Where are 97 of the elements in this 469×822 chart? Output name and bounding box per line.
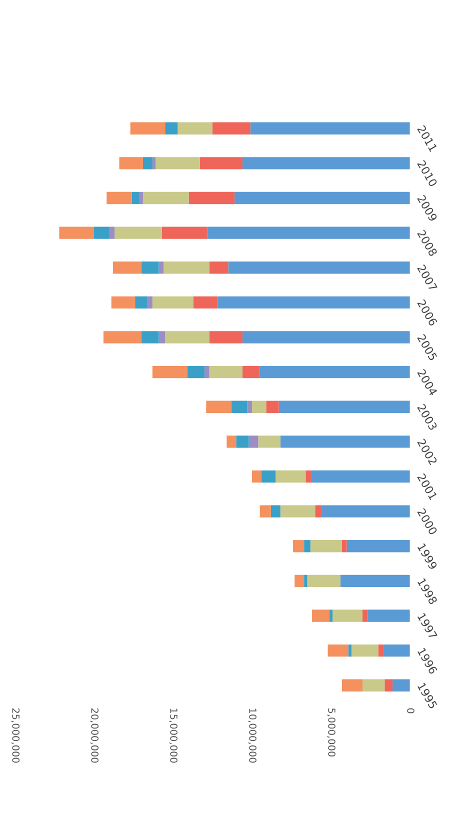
bar xyxy=(142,157,152,170)
bar xyxy=(351,644,378,657)
bar xyxy=(294,574,304,588)
bar xyxy=(132,192,140,204)
bar xyxy=(110,226,115,239)
bar xyxy=(209,262,228,274)
bar xyxy=(59,226,94,239)
bar xyxy=(163,262,210,274)
bar xyxy=(165,331,210,344)
bar xyxy=(152,366,188,378)
bar xyxy=(231,400,248,413)
bar xyxy=(280,505,316,518)
bar xyxy=(258,436,280,448)
bar xyxy=(194,296,218,309)
bar xyxy=(152,296,194,309)
bar xyxy=(342,540,347,552)
bar xyxy=(158,331,166,344)
bar xyxy=(114,226,162,239)
bar xyxy=(130,122,166,134)
bar xyxy=(142,192,189,204)
bar xyxy=(342,679,363,692)
bar xyxy=(200,157,242,170)
bar xyxy=(367,610,410,622)
bar xyxy=(270,505,280,518)
bar xyxy=(328,644,348,657)
bar xyxy=(384,679,393,692)
bar xyxy=(315,505,322,518)
bar xyxy=(106,192,132,204)
bar xyxy=(204,366,210,378)
bar xyxy=(250,122,410,134)
x-tick-label: 0 xyxy=(407,708,414,714)
bar xyxy=(306,470,312,483)
bar xyxy=(261,470,276,483)
bar xyxy=(362,679,385,692)
bar xyxy=(304,540,310,552)
bar xyxy=(310,540,342,552)
bar xyxy=(276,470,306,483)
bar xyxy=(156,157,200,170)
bar xyxy=(158,262,164,274)
bar xyxy=(140,192,143,204)
bar xyxy=(212,122,250,134)
bar xyxy=(307,574,340,588)
bar xyxy=(103,331,142,344)
bar xyxy=(119,157,143,170)
bar xyxy=(242,366,260,378)
bar xyxy=(260,366,410,378)
bar xyxy=(209,366,242,378)
bar xyxy=(152,157,156,170)
x-tick-label: 15,000,000 xyxy=(169,708,178,763)
bar xyxy=(187,366,205,378)
bar xyxy=(321,505,410,518)
bar xyxy=(206,400,232,413)
bar xyxy=(165,122,178,134)
bar xyxy=(312,610,330,622)
bar xyxy=(217,296,410,309)
bar xyxy=(188,192,235,204)
bar xyxy=(141,331,159,344)
bar xyxy=(236,436,249,448)
bar xyxy=(266,400,279,413)
bar xyxy=(383,644,410,657)
bar xyxy=(242,157,410,170)
x-tick-label: 5,000,000 xyxy=(327,708,336,757)
bar xyxy=(94,226,110,239)
bar xyxy=(111,296,136,309)
bar xyxy=(332,610,363,622)
bar xyxy=(112,262,142,274)
bar xyxy=(178,122,212,134)
bar xyxy=(209,331,242,344)
bar xyxy=(208,226,410,239)
bar xyxy=(280,436,410,448)
bar xyxy=(329,610,333,622)
bar xyxy=(252,400,266,413)
bar xyxy=(304,574,308,588)
bar xyxy=(248,436,258,448)
bar xyxy=(162,226,208,239)
bar xyxy=(141,262,159,274)
x-tick-label: 10,000,000 xyxy=(248,708,256,763)
bar xyxy=(148,296,152,309)
bar xyxy=(348,644,352,657)
bar xyxy=(362,610,368,622)
bar xyxy=(234,192,410,204)
bar xyxy=(392,679,410,692)
bar xyxy=(293,540,304,552)
bar xyxy=(312,470,410,483)
bar xyxy=(247,400,252,413)
bar xyxy=(135,296,148,309)
bar xyxy=(252,470,262,483)
bar xyxy=(340,574,410,588)
bar xyxy=(278,400,410,413)
bar xyxy=(228,262,410,274)
bar xyxy=(378,644,384,657)
x-tick-label: 20,000,000 xyxy=(90,708,99,763)
bar xyxy=(260,505,271,518)
bar xyxy=(346,540,410,552)
x-tick-label: 25,000,000 xyxy=(11,708,20,763)
bar xyxy=(242,331,410,344)
bar xyxy=(226,436,236,448)
